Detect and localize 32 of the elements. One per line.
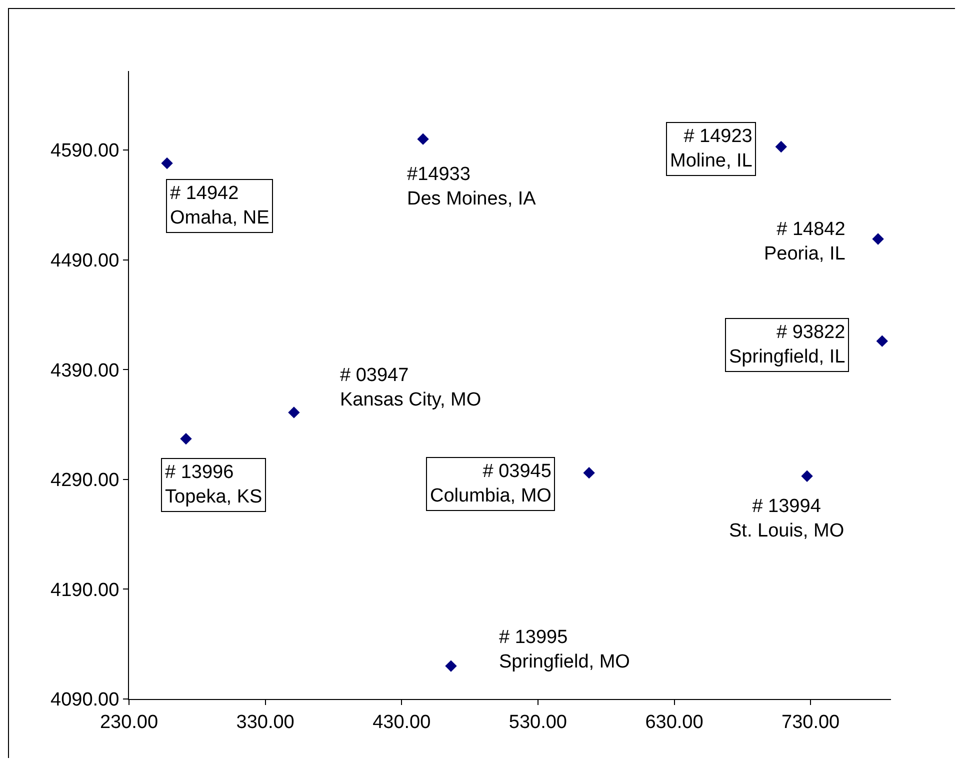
y-tick-label: 4490.00 <box>50 250 120 272</box>
x-tick-label: 530.00 <box>508 712 568 733</box>
annotation: # 13995 Springfield, MO <box>499 627 630 673</box>
point <box>775 140 787 153</box>
annotation: # 13996 Topeka, KS <box>165 462 262 508</box>
annotation: # 93822 Springfield, IL <box>729 322 846 368</box>
annotation: # 14842 Peoria, IL <box>764 219 846 265</box>
annotation: # 03945 Columbia, MO <box>430 461 552 507</box>
point <box>417 133 429 145</box>
point <box>445 660 457 672</box>
point <box>801 470 813 482</box>
point <box>876 335 888 347</box>
x-tick-label: 730.00 <box>782 712 840 733</box>
point <box>161 157 173 170</box>
annotation: #14933 Des Moines, IA <box>407 164 536 210</box>
y-tick-label: 4590.00 <box>50 140 120 162</box>
point <box>180 432 192 445</box>
point <box>872 233 884 245</box>
y-tick-label: 4090.00 <box>50 690 120 711</box>
point <box>288 406 300 418</box>
x-tick-label: 430.00 <box>372 712 431 733</box>
annotation: # 14923 Moline, IL <box>670 126 752 172</box>
x-tick-label: 230.00 <box>100 712 158 733</box>
annotation: # 14942 Omaha, NE <box>170 183 270 229</box>
point <box>583 466 595 479</box>
annotation: # 03947 Kansas City, MO <box>340 365 482 411</box>
x-tick-label: 330.00 <box>236 712 294 733</box>
annotation: # 13994 St. Louis, MO <box>729 496 844 542</box>
x-tick-label: 630.00 <box>645 712 704 733</box>
y-tick-label: 4190.00 <box>50 580 120 601</box>
y-tick-label: 4390.00 <box>50 360 120 382</box>
y-tick-label: 4290.00 <box>50 470 120 492</box>
